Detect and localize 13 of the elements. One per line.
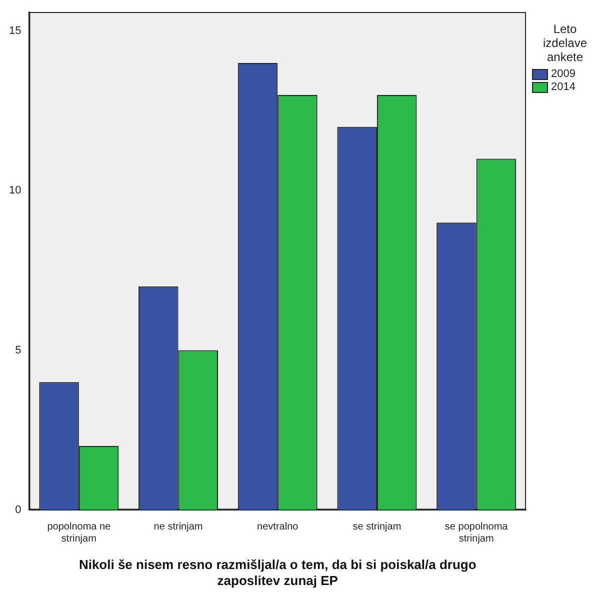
y-tick-label: 5 bbox=[15, 344, 22, 356]
y-tick-label: 15 bbox=[8, 25, 22, 38]
x-tick-label: ne strinjam bbox=[154, 522, 203, 533]
x-axis-title: Nikoli še nisem resno razmišljal/a o tem, da bi si poiskal/a drugo zaposlitev zunaj EP bbox=[78, 557, 476, 588]
x-tick-label: se strinjam bbox=[352, 522, 402, 533]
legend-title: Leto izdelave ankete bbox=[542, 22, 588, 64]
x-tick-label: nevtralno bbox=[257, 522, 299, 533]
x-tick-label: se popolnoma strinjam bbox=[444, 522, 508, 545]
legend-label: 2009 bbox=[551, 68, 576, 80]
legend-label: 2014 bbox=[551, 81, 576, 93]
y-tick-label: 0 bbox=[15, 504, 22, 516]
x-tick-label: popolnoma ne strinjam bbox=[47, 522, 112, 545]
y-tick-label: 10 bbox=[8, 184, 22, 197]
